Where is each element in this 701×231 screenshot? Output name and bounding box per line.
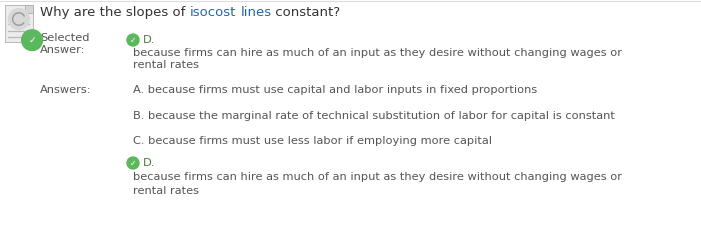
FancyBboxPatch shape [5,5,33,42]
Text: ✓: ✓ [130,158,136,167]
Text: because firms can hire as much of an input as they desire without changing wages: because firms can hire as much of an inp… [133,172,622,182]
Text: constant?: constant? [271,6,341,19]
Circle shape [127,157,139,169]
Text: D.: D. [143,158,156,168]
Text: lines: lines [240,6,271,19]
Circle shape [127,34,139,46]
Text: isocost: isocost [190,6,236,19]
Text: Why are the slopes of: Why are the slopes of [40,6,190,19]
Text: D.: D. [143,35,156,45]
Circle shape [22,30,43,51]
Text: B. because the marginal rate of technical substitution of labor for capital is c: B. because the marginal rate of technica… [133,111,615,121]
Text: ✓: ✓ [28,36,36,45]
Text: because firms can hire as much of an input as they desire without changing wages: because firms can hire as much of an inp… [133,48,622,58]
Text: ✓: ✓ [130,36,136,45]
Circle shape [8,9,29,29]
Text: C. because firms must use less labor if employing more capital: C. because firms must use less labor if … [133,136,492,146]
Text: rental rates: rental rates [133,60,199,70]
Text: Answers:: Answers: [40,85,92,95]
Polygon shape [25,5,33,13]
Text: Selected: Selected [40,33,90,43]
Text: A. because firms must use capital and labor inputs in fixed proportions: A. because firms must use capital and la… [133,85,537,95]
Text: rental rates: rental rates [133,186,199,196]
Text: Answer:: Answer: [40,45,86,55]
